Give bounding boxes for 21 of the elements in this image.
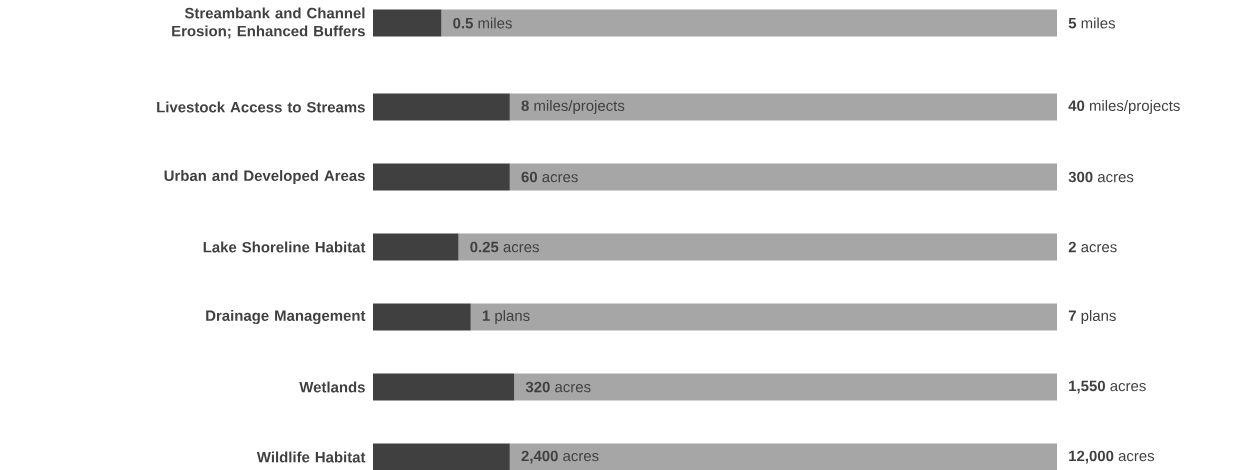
y-tick-label: Lake Shoreline Habitat	[203, 241, 366, 253]
total-label: 7 plans	[1068, 309, 1116, 324]
total-label: 40 miles/projects	[1068, 99, 1180, 114]
y-tick-label: Urban and Developed Areas	[164, 169, 365, 184]
y-tick-label: Wildlife Habitat	[256, 451, 366, 463]
data-label: 320 acres	[525, 381, 591, 393]
data-label: 0.5 miles	[453, 17, 512, 29]
data-label: 1 plans	[482, 309, 530, 324]
total-label: 1,550 acres	[1069, 380, 1146, 394]
y-tick-label: Livestock Access to Streams	[157, 101, 365, 113]
y-tick-label: Drainage Management	[206, 309, 366, 324]
y-tick-label: Streambank and Channel Erosion; Enhanced Buffers	[172, 7, 365, 39]
total-label: 5 miles	[1068, 17, 1115, 29]
total-label: 300 acres	[1068, 171, 1134, 183]
y-tick-label: Wetlands	[299, 381, 365, 393]
data-label: 2,400 acres	[521, 450, 599, 464]
data-label: 0.25 acres	[470, 241, 539, 253]
total-label: 12,000 acres	[1069, 450, 1155, 464]
data-label: 8 miles/projects	[521, 99, 625, 114]
data-label: 60 acres	[521, 171, 578, 183]
total-label: 2 acres	[1068, 241, 1117, 253]
